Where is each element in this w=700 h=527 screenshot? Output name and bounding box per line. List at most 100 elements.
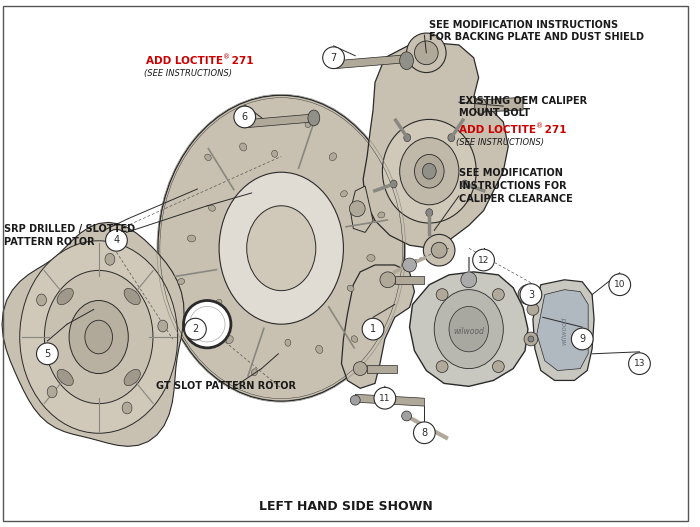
Ellipse shape <box>226 336 233 344</box>
Ellipse shape <box>316 345 323 354</box>
Text: ®: ® <box>536 124 543 130</box>
Text: GT SLOT PATTERN ROTOR: GT SLOT PATTERN ROTOR <box>156 382 296 392</box>
Ellipse shape <box>215 299 222 306</box>
Ellipse shape <box>204 154 211 161</box>
Circle shape <box>436 289 448 300</box>
Text: 4: 4 <box>113 236 120 245</box>
Ellipse shape <box>400 52 414 70</box>
Ellipse shape <box>251 369 258 376</box>
Circle shape <box>528 336 534 342</box>
Ellipse shape <box>158 320 168 332</box>
Text: 9: 9 <box>579 334 585 344</box>
Text: ®: ® <box>223 55 230 61</box>
Polygon shape <box>533 280 594 380</box>
Ellipse shape <box>461 180 468 188</box>
Text: (SEE INSTRUCTIONS): (SEE INSTRUCTIONS) <box>456 138 545 147</box>
Circle shape <box>473 249 494 271</box>
Polygon shape <box>356 394 424 406</box>
Polygon shape <box>342 265 414 388</box>
Ellipse shape <box>329 153 337 161</box>
Text: 5: 5 <box>44 349 50 359</box>
Circle shape <box>461 272 477 288</box>
Text: SEE MODIFICATION
INSTRUCTIONS FOR
CALIPER CLEARANCE: SEE MODIFICATION INSTRUCTIONS FOR CALIPE… <box>459 168 573 204</box>
Text: (SEE INSTRUCTIONS): (SEE INSTRUCTIONS) <box>144 69 232 78</box>
Text: wilwood: wilwood <box>561 317 568 345</box>
Ellipse shape <box>378 212 385 218</box>
Text: ADD LOCTITE: ADD LOCTITE <box>459 125 536 135</box>
Text: 271: 271 <box>541 125 566 135</box>
Circle shape <box>571 328 593 350</box>
Circle shape <box>374 387 395 409</box>
Circle shape <box>323 47 344 69</box>
Text: 11: 11 <box>379 394 391 403</box>
Circle shape <box>407 33 446 73</box>
Circle shape <box>402 258 416 272</box>
Polygon shape <box>395 276 424 284</box>
Ellipse shape <box>158 95 405 401</box>
Text: 12: 12 <box>478 256 489 265</box>
Circle shape <box>190 306 225 342</box>
Ellipse shape <box>340 191 347 197</box>
Ellipse shape <box>305 121 311 128</box>
Text: SRP DRILLED / SLOTTED
PATTERN ROTOR: SRP DRILLED / SLOTTED PATTERN ROTOR <box>4 224 135 247</box>
Text: 13: 13 <box>634 359 645 368</box>
Circle shape <box>436 360 448 373</box>
Circle shape <box>362 318 384 340</box>
Text: ADD LOCTITE: ADD LOCTITE <box>146 56 223 66</box>
Circle shape <box>414 41 438 65</box>
Circle shape <box>185 318 206 340</box>
Text: 3: 3 <box>528 289 534 299</box>
Text: wilwood: wilwood <box>454 327 484 336</box>
Ellipse shape <box>402 411 412 421</box>
Ellipse shape <box>124 369 140 386</box>
Ellipse shape <box>351 336 358 343</box>
Text: EXISTING OEM CALIPER
MOUNT BOLT: EXISTING OEM CALIPER MOUNT BOLT <box>459 96 587 119</box>
Polygon shape <box>2 222 184 446</box>
Ellipse shape <box>36 294 46 306</box>
Circle shape <box>492 360 504 373</box>
Ellipse shape <box>239 143 247 151</box>
Circle shape <box>609 274 631 296</box>
Ellipse shape <box>69 300 128 374</box>
Text: 2: 2 <box>193 324 199 334</box>
Circle shape <box>492 289 504 300</box>
Circle shape <box>183 300 231 348</box>
Polygon shape <box>350 186 373 232</box>
Ellipse shape <box>382 120 476 223</box>
Polygon shape <box>410 272 528 386</box>
Text: 6: 6 <box>241 112 248 122</box>
Circle shape <box>424 235 455 266</box>
Circle shape <box>431 242 447 258</box>
Ellipse shape <box>178 278 185 285</box>
Circle shape <box>629 353 650 375</box>
Ellipse shape <box>47 386 57 398</box>
Polygon shape <box>245 114 314 128</box>
Polygon shape <box>481 97 523 112</box>
Ellipse shape <box>122 402 132 414</box>
Polygon shape <box>335 55 407 69</box>
Text: 8: 8 <box>421 428 428 438</box>
Ellipse shape <box>449 306 489 352</box>
Polygon shape <box>537 290 588 370</box>
Circle shape <box>380 272 395 288</box>
Text: LEFT HAND SIDE SHOWN: LEFT HAND SIDE SHOWN <box>258 500 433 513</box>
Text: 10: 10 <box>614 280 626 289</box>
Text: 271: 271 <box>228 56 253 66</box>
Ellipse shape <box>105 253 115 265</box>
Ellipse shape <box>272 150 278 157</box>
Text: SEE MODIFICATION INSTRUCTIONS
FOR BACKING PLATE AND DUST SHIELD: SEE MODIFICATION INSTRUCTIONS FOR BACKIN… <box>429 19 644 43</box>
Ellipse shape <box>308 110 320 126</box>
Text: 7: 7 <box>330 53 337 63</box>
Ellipse shape <box>448 134 455 142</box>
Ellipse shape <box>246 206 316 290</box>
Circle shape <box>414 422 435 444</box>
Ellipse shape <box>390 180 397 188</box>
Text: 1: 1 <box>370 324 376 334</box>
Ellipse shape <box>124 288 140 305</box>
Ellipse shape <box>285 339 291 346</box>
Ellipse shape <box>422 163 436 179</box>
Circle shape <box>36 343 58 365</box>
Ellipse shape <box>188 235 196 242</box>
Ellipse shape <box>414 154 444 188</box>
Circle shape <box>349 201 365 217</box>
